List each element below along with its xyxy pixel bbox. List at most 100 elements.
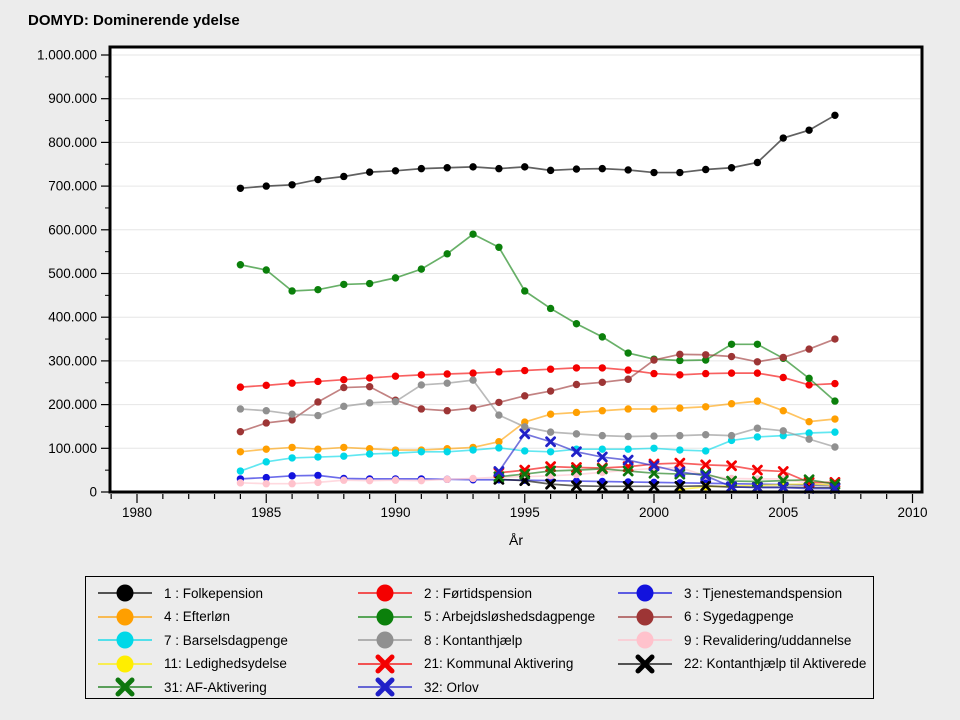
series-2-marker — [624, 366, 632, 374]
series-5-marker — [340, 280, 348, 289]
series-8-marker — [469, 376, 477, 384]
legend-label: 5 : Arbejdsløshedsdagpenge — [424, 609, 596, 625]
series-1-marker — [702, 165, 710, 174]
series-32-marker — [622, 454, 634, 466]
series-8-marker — [676, 431, 684, 440]
legend-circle-marker-icon — [98, 631, 152, 649]
chart-title: DOMYD: Dominerende ydelse — [28, 12, 240, 29]
series-4-marker — [314, 445, 322, 453]
series-5-marker — [236, 261, 245, 269]
series-2-marker — [572, 364, 581, 372]
series-22-marker — [545, 478, 556, 490]
series-4-marker — [753, 397, 762, 405]
legend-circle-marker-icon — [98, 584, 152, 602]
series-5-line — [240, 233, 836, 402]
legend-label: 11: Ledighedsydelse — [164, 656, 287, 672]
y-tick-label: 200.000 — [48, 397, 97, 412]
series-21-marker — [726, 460, 737, 472]
series-8-marker — [805, 435, 813, 443]
series-8-marker — [572, 430, 581, 438]
series-2-marker — [340, 375, 348, 384]
series-5-marker — [288, 287, 296, 295]
series-2-marker — [236, 383, 245, 391]
series-6-marker — [521, 392, 529, 400]
series-31-marker — [519, 468, 531, 480]
series-7-marker — [546, 448, 555, 456]
series-7-marker — [262, 458, 270, 466]
series-9-marker — [340, 476, 348, 484]
series-8-marker — [831, 443, 839, 451]
series-2-marker — [365, 374, 374, 382]
series-1-marker — [572, 165, 581, 173]
legend-item-22: 22: Kontanthjælp til Aktiverede — [616, 653, 866, 675]
legend-label: 8 : Kontanthjælp — [424, 632, 523, 648]
series-2-marker — [779, 373, 787, 382]
legend-label: 4 : Efterløn — [164, 609, 231, 625]
legend-circle-marker-icon — [358, 631, 412, 649]
series-5-marker — [495, 243, 503, 251]
x-tick-label: 2010 — [897, 505, 927, 520]
series-7-marker — [521, 447, 529, 455]
legend-item-3: 3 : Tjenestemandspension — [616, 582, 842, 604]
series-6-marker — [650, 356, 658, 364]
series-21-marker — [674, 457, 686, 469]
series-2-marker — [650, 369, 658, 378]
series-8-marker — [417, 381, 426, 389]
series-2-marker — [805, 381, 813, 389]
series-6-marker — [831, 335, 839, 343]
series-5-marker — [727, 340, 736, 348]
series-6-marker — [546, 387, 555, 395]
series-4-line — [240, 400, 836, 453]
series-22-marker — [674, 480, 686, 492]
series-6-line — [240, 338, 836, 433]
series-5-marker — [391, 274, 400, 282]
series-4-marker — [546, 410, 555, 418]
series-8-marker — [365, 399, 374, 407]
y-tick-label: 400.000 — [48, 310, 97, 325]
series-4-marker — [495, 438, 503, 446]
series-5-marker — [831, 397, 839, 405]
series-5-marker — [443, 250, 451, 258]
series-8-marker — [624, 432, 632, 441]
legend-x-marker-icon — [358, 677, 412, 697]
series-6-marker — [417, 405, 426, 413]
series-2-marker — [598, 364, 606, 372]
series-1-marker — [805, 126, 813, 134]
legend-item-5: 5 : Arbejdsløshedsdagpenge — [356, 606, 595, 628]
series-3-marker — [314, 471, 322, 480]
series-8-marker — [288, 410, 296, 418]
series-21-marker — [700, 459, 712, 471]
series-5-marker — [572, 320, 581, 328]
series-2-marker — [546, 365, 555, 373]
series-7-marker — [598, 445, 606, 453]
series-8-marker — [753, 424, 762, 432]
series-6-marker — [443, 407, 451, 415]
series-5-marker — [314, 285, 322, 294]
series-7-marker — [650, 444, 658, 452]
series-8-marker — [314, 411, 322, 420]
series-7-marker — [314, 453, 322, 461]
series-8-marker — [236, 405, 245, 413]
legend-circle-marker-icon — [358, 584, 412, 602]
series-5-marker — [521, 287, 529, 295]
series-2-marker — [288, 379, 296, 387]
series-4-marker — [598, 407, 606, 415]
legend-label: 2 : Førtidspension — [424, 585, 533, 601]
series-32-marker — [493, 466, 505, 477]
legend-circle-marker-icon — [618, 631, 672, 649]
legend-label: 7 : Barselsdagpenge — [164, 632, 288, 648]
series-8-line — [240, 379, 836, 448]
series-1-marker — [753, 158, 762, 167]
x-tick-label: 2000 — [639, 505, 669, 520]
series-2-marker — [262, 381, 270, 390]
series-5-marker — [753, 340, 762, 348]
series-21-marker — [777, 466, 789, 477]
series-1-marker — [727, 164, 736, 172]
legend-label: 21: Kommunal Aktivering — [424, 656, 574, 672]
series-5-marker — [624, 349, 632, 357]
series-7-marker — [805, 429, 813, 437]
series-1-marker — [495, 164, 503, 173]
legend-item-8: 8 : Kontanthjælp — [356, 629, 522, 651]
series-1-marker — [521, 163, 529, 171]
legend-label: 3 : Tjenestemandspension — [684, 585, 843, 601]
